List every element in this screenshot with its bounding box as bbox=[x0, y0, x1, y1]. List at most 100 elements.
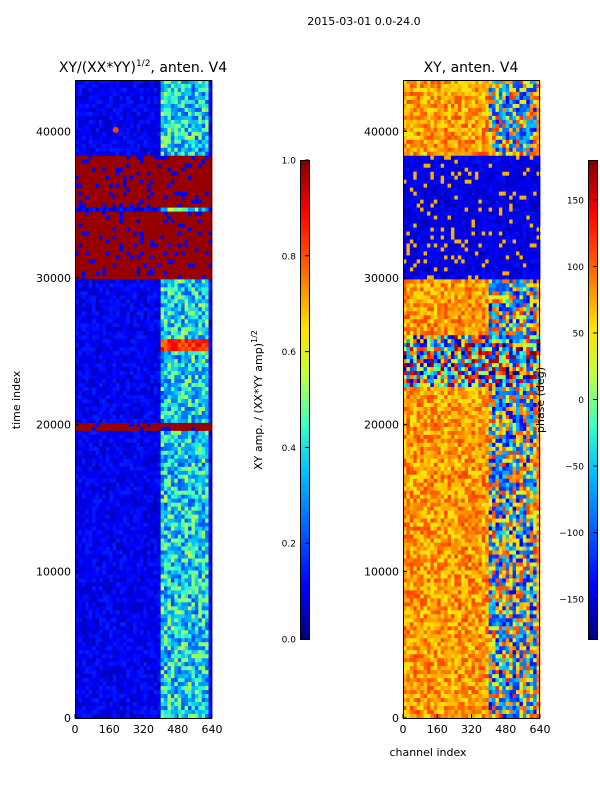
left-heatmap-cell bbox=[102, 119, 107, 125]
left-heatmap-cell bbox=[98, 115, 103, 121]
left-heatmap-cell bbox=[164, 291, 168, 296]
left-heatmap-cell bbox=[95, 151, 100, 157]
left-heatmap-cell bbox=[181, 574, 185, 579]
left-heatmap-cell bbox=[146, 494, 151, 500]
left-heatmap-cell bbox=[88, 171, 93, 177]
left-heatmap-cell bbox=[102, 474, 107, 480]
left-heatmap-cell bbox=[75, 323, 79, 328]
left-heatmap-cell bbox=[174, 371, 179, 376]
left-heatmap-cell bbox=[126, 375, 131, 380]
left-heatmap-cell bbox=[140, 235, 144, 240]
left-heatmap-cell bbox=[181, 462, 185, 468]
left-heatmap-cell bbox=[75, 506, 79, 512]
left-heatmap-cell bbox=[102, 546, 107, 551]
left-heatmap-cell bbox=[116, 347, 120, 352]
left-heatmap-cell bbox=[95, 211, 100, 216]
left-heatmap-cell bbox=[105, 247, 110, 252]
left-heatmap-cell bbox=[75, 446, 79, 452]
left-heatmap-cell bbox=[85, 107, 90, 113]
left-heatmap-cell bbox=[157, 466, 162, 472]
left-heatmap-cell bbox=[95, 383, 100, 388]
left-heatmap-cell bbox=[85, 135, 90, 141]
left-heatmap-cell bbox=[150, 514, 155, 520]
left-heatmap-cell bbox=[129, 239, 134, 244]
left-heatmap-cell bbox=[116, 371, 120, 376]
left-heatmap-cell bbox=[112, 283, 117, 288]
left-heatmap-cell bbox=[194, 263, 199, 268]
left-heatmap-cell bbox=[143, 558, 148, 563]
left-heatmap-cell bbox=[174, 418, 179, 424]
left-heatmap-cell bbox=[105, 279, 110, 284]
left-heatmap-cell bbox=[133, 255, 138, 260]
left-heatmap-cell bbox=[126, 151, 131, 157]
left-heatmap-cell bbox=[116, 235, 120, 240]
left-heatmap-cell bbox=[143, 510, 148, 516]
left-heatmap-cell bbox=[160, 115, 165, 121]
left-heatmap-cell bbox=[170, 566, 175, 571]
left-heatmap-cell bbox=[116, 227, 120, 232]
left-heatmap-cell bbox=[85, 315, 90, 320]
left-heatmap-cell bbox=[116, 542, 120, 547]
left-heatmap-cell bbox=[140, 482, 144, 488]
left-heatmap-cell bbox=[205, 570, 209, 575]
left-heatmap-cell bbox=[102, 402, 107, 408]
left-heatmap-cell bbox=[119, 530, 124, 535]
left-heatmap-cell bbox=[153, 474, 158, 480]
left-heatmap-cell bbox=[85, 119, 90, 125]
left-heatmap-cell bbox=[205, 167, 209, 173]
left-heatmap-cell bbox=[170, 139, 175, 145]
left-heatmap-cell bbox=[109, 299, 114, 304]
left-heatmap-cell bbox=[143, 211, 148, 216]
left-heatmap-cell bbox=[119, 163, 124, 169]
left-heatmap-cell bbox=[170, 103, 175, 109]
left-heatmap-cell bbox=[146, 163, 151, 169]
left-heatmap-cell bbox=[105, 414, 110, 420]
left-heatmap-cell bbox=[157, 458, 162, 464]
left-heatmap-cell bbox=[170, 83, 175, 89]
left-heatmap-cell bbox=[140, 438, 144, 444]
left-heatmap-cell bbox=[167, 127, 172, 133]
left-heatmap-cell bbox=[157, 379, 162, 384]
left-heatmap-cell bbox=[95, 255, 100, 260]
left-heatmap-cell bbox=[177, 426, 182, 432]
left-heatmap-cell bbox=[167, 414, 172, 420]
left-heatmap-cell bbox=[191, 155, 196, 161]
left-heatmap-cell bbox=[194, 430, 199, 436]
left-heatmap-cell bbox=[140, 470, 144, 476]
left-heatmap-cell bbox=[153, 399, 158, 404]
left-heatmap-cell bbox=[140, 506, 144, 512]
left-heatmap-cell bbox=[78, 227, 83, 232]
left-heatmap-cell bbox=[143, 227, 148, 232]
left-heatmap-cell bbox=[201, 518, 206, 524]
left-heatmap-cell bbox=[112, 91, 117, 97]
left-heatmap-cell bbox=[88, 135, 93, 141]
left-heatmap-cell bbox=[153, 167, 158, 173]
left-heatmap-cell bbox=[198, 83, 203, 89]
left-heatmap-cell bbox=[136, 522, 141, 527]
left-heatmap-cell bbox=[75, 175, 79, 181]
left-heatmap-cell bbox=[126, 159, 131, 165]
left-heatmap-cell bbox=[146, 139, 151, 145]
left-heatmap-cell bbox=[75, 379, 79, 384]
left-heatmap-cell bbox=[146, 518, 151, 524]
left-heatmap-cell bbox=[116, 95, 120, 101]
left-heatmap-cell bbox=[129, 355, 134, 360]
left-heatmap-cell bbox=[160, 271, 165, 276]
left-heatmap-cell bbox=[153, 462, 158, 468]
left-heatmap-cell bbox=[181, 91, 185, 97]
left-heatmap-cell bbox=[105, 466, 110, 472]
left-heatmap-cell bbox=[160, 355, 165, 360]
left-heatmap-cell bbox=[140, 315, 144, 320]
left-heatmap-cell bbox=[184, 442, 189, 448]
left-heatmap-cell bbox=[143, 239, 148, 244]
left-heatmap-cell bbox=[143, 263, 148, 268]
left-heatmap-cell bbox=[136, 203, 141, 208]
left-heatmap-cell bbox=[85, 251, 90, 256]
left-heatmap-cell bbox=[198, 239, 203, 244]
left-heatmap-cell bbox=[143, 183, 148, 189]
left-heatmap-cell bbox=[150, 107, 155, 113]
left-heatmap-cell bbox=[198, 355, 203, 360]
left-heatmap-cell bbox=[205, 87, 209, 93]
left-heatmap-cell bbox=[102, 506, 107, 512]
left-heatmap-cell bbox=[129, 335, 134, 340]
